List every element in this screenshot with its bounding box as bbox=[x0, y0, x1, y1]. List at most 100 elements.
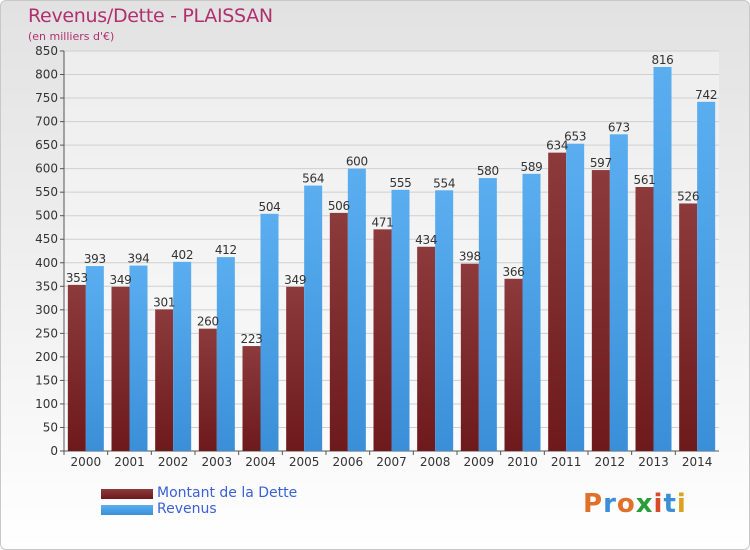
bar-dette bbox=[373, 229, 392, 451]
bar-revenus bbox=[173, 261, 192, 451]
y-tick-label: 50 bbox=[43, 420, 58, 434]
x-tick-label: 2014 bbox=[682, 455, 713, 469]
x-tick-label: 2000 bbox=[71, 455, 102, 469]
y-tick-label: 400 bbox=[35, 256, 58, 270]
data-labels: 3533933493943014022604122235043495645066… bbox=[66, 53, 718, 346]
bar-revenus bbox=[129, 265, 148, 451]
proxiti-logo: Proxiti bbox=[583, 489, 687, 519]
x-tick-label: 2004 bbox=[245, 455, 276, 469]
bar-revenus bbox=[697, 101, 716, 451]
bar-dette bbox=[548, 152, 567, 451]
y-tick-label: 0 bbox=[50, 444, 58, 458]
data-label-revenus: 564 bbox=[302, 172, 324, 186]
bar-revenus bbox=[478, 178, 497, 451]
y-tick-label: 600 bbox=[35, 162, 58, 176]
x-tick-label: 2006 bbox=[333, 455, 364, 469]
x-tick-label: 2005 bbox=[289, 455, 320, 469]
x-tick-label: 2013 bbox=[638, 455, 669, 469]
axes: 0 50 100 150 200 250 300 350 400 450 500 550 600 650 7… bbox=[35, 44, 719, 469]
bars bbox=[67, 67, 716, 452]
y-tick-label: 150 bbox=[35, 373, 58, 387]
y-tick-label: 300 bbox=[35, 303, 58, 317]
bar-revenus bbox=[566, 143, 585, 452]
bar-revenus bbox=[435, 190, 454, 451]
x-tick-label: 2007 bbox=[376, 455, 407, 469]
bar-dette bbox=[329, 212, 348, 451]
logo-letter: i bbox=[653, 489, 664, 519]
bar-dette bbox=[242, 346, 261, 451]
data-label-dette: 471 bbox=[371, 215, 393, 229]
y-tick-label: 200 bbox=[35, 350, 58, 364]
data-label-dette: 353 bbox=[66, 271, 88, 285]
y-tick-label: 800 bbox=[35, 68, 58, 82]
bar-dette bbox=[591, 170, 610, 451]
data-label-revenus: 673 bbox=[608, 120, 630, 134]
x-tick-label: 2002 bbox=[158, 455, 189, 469]
logo-letter: t bbox=[663, 489, 677, 519]
data-label-revenus: 580 bbox=[477, 164, 499, 178]
bar-dette bbox=[504, 278, 523, 451]
bar-revenus bbox=[609, 134, 628, 451]
x-tick-label: 2001 bbox=[114, 455, 145, 469]
legend-label-dette: Montant de la Dette bbox=[157, 485, 298, 501]
bar-revenus bbox=[304, 185, 323, 451]
x-tick-label: 2010 bbox=[507, 455, 538, 469]
data-label-revenus: 816 bbox=[651, 53, 673, 67]
data-label-dette: 366 bbox=[502, 265, 524, 279]
data-label-revenus: 555 bbox=[389, 176, 411, 190]
data-label-revenus: 554 bbox=[433, 176, 455, 190]
legend-label-revenus: Revenus bbox=[157, 501, 217, 517]
y-tick-label: 450 bbox=[35, 232, 58, 246]
data-label-revenus: 600 bbox=[346, 155, 368, 169]
logo-letter: r bbox=[603, 489, 617, 519]
bar-revenus bbox=[653, 67, 672, 451]
data-label-revenus: 394 bbox=[127, 252, 149, 266]
y-tick-label: 850 bbox=[35, 44, 58, 58]
bar-dette bbox=[111, 286, 130, 451]
y-tick-label: 250 bbox=[35, 326, 58, 340]
bar-dette bbox=[417, 246, 436, 451]
data-label-dette: 561 bbox=[633, 173, 655, 187]
y-tick-label: 350 bbox=[35, 279, 58, 293]
bar-revenus bbox=[216, 257, 235, 451]
data-label-dette: 398 bbox=[459, 250, 481, 264]
logo-letter: i bbox=[676, 489, 687, 519]
y-tick-label: 100 bbox=[35, 397, 58, 411]
bar-dette bbox=[679, 203, 698, 451]
bar-revenus bbox=[522, 173, 541, 451]
bar-dette bbox=[198, 328, 217, 451]
data-label-dette: 526 bbox=[677, 189, 699, 203]
data-label-dette: 349 bbox=[284, 273, 306, 287]
bar-dette bbox=[635, 187, 654, 451]
data-label-dette: 349 bbox=[109, 273, 131, 287]
data-label-revenus: 393 bbox=[84, 252, 106, 266]
data-label-dette: 634 bbox=[546, 139, 568, 153]
y-tick-label: 700 bbox=[35, 115, 58, 129]
data-label-revenus: 742 bbox=[695, 88, 717, 102]
logo-letter: P bbox=[583, 489, 604, 519]
bar-dette bbox=[460, 263, 479, 451]
y-tick-label: 750 bbox=[35, 91, 58, 105]
legend-swatch-dette bbox=[101, 489, 153, 499]
y-tick-label: 650 bbox=[35, 138, 58, 152]
data-label-dette: 223 bbox=[240, 332, 262, 346]
data-label-revenus: 589 bbox=[520, 160, 542, 174]
bar-dette bbox=[286, 286, 305, 451]
x-tick-label: 2003 bbox=[202, 455, 233, 469]
y-tick-label: 500 bbox=[35, 209, 58, 223]
data-label-dette: 301 bbox=[153, 295, 175, 309]
bar-revenus bbox=[85, 266, 104, 451]
bar-revenus bbox=[260, 213, 279, 451]
data-label-dette: 506 bbox=[328, 199, 350, 213]
y-tick-label: 550 bbox=[35, 185, 58, 199]
data-label-revenus: 412 bbox=[215, 243, 237, 257]
logo-letter: x bbox=[635, 489, 654, 519]
bar-dette bbox=[155, 309, 174, 451]
x-tick-label: 2009 bbox=[464, 455, 495, 469]
chart-title: Revenus/Dette - PLAISSAN bbox=[28, 5, 273, 27]
bar-revenus bbox=[347, 168, 366, 451]
chart-subtitle: (en milliers d'€) bbox=[28, 30, 115, 43]
bar-dette bbox=[67, 284, 86, 451]
